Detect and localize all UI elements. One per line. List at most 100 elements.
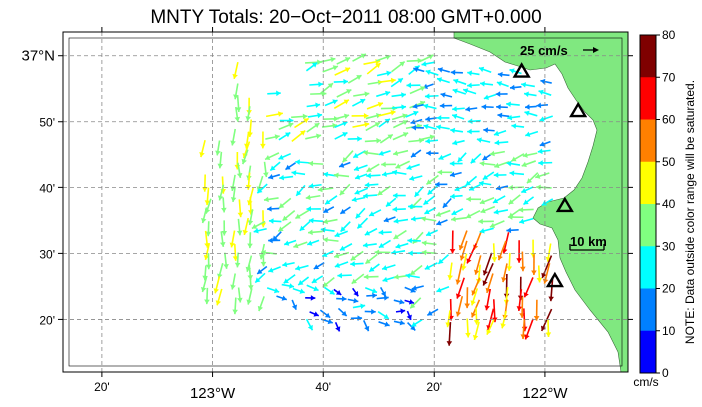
current-vector-head: [427, 310, 433, 316]
current-vector-head: [291, 170, 297, 176]
current-vector-head: [493, 172, 499, 178]
current-vector-head: [350, 261, 355, 267]
current-vector-head: [364, 230, 371, 236]
current-vector-head: [533, 316, 540, 321]
current-vector-head: [436, 287, 442, 293]
current-vector-head: [257, 305, 264, 312]
current-vector-head: [215, 150, 221, 156]
current-vector-head: [399, 319, 405, 326]
scale-bar-label: 10 km: [570, 234, 607, 249]
current-vector-head: [278, 154, 284, 160]
current-vector-head: [346, 89, 352, 95]
current-vector-head: [496, 81, 503, 87]
current-vector-head: [390, 110, 396, 116]
current-vector-head: [522, 152, 528, 158]
current-vector-head: [508, 184, 513, 191]
current-vector-head: [401, 92, 406, 98]
current-vector-head: [296, 190, 302, 196]
current-vector-head: [342, 157, 348, 163]
current-vector-head: [299, 130, 306, 136]
current-vectors: [199, 53, 554, 346]
current-vector-head: [426, 150, 431, 156]
current-vector-head: [436, 115, 442, 121]
current-vector-head: [405, 273, 411, 279]
current-vector-head: [221, 207, 227, 213]
current-vector-head: [494, 162, 500, 169]
current-vector-head: [482, 270, 489, 276]
current-vector-head: [450, 193, 455, 200]
current-vector-head: [424, 93, 430, 100]
colorbar: 80 70 60 50 40 30 20 10 0: [639, 28, 676, 380]
current-vector-head: [308, 217, 314, 224]
current-vector-head: [341, 310, 347, 317]
current-vector-head: [401, 104, 407, 110]
current-vector-head: [384, 118, 390, 124]
current-vector-head: [253, 228, 259, 234]
current-vector-head: [479, 199, 486, 205]
current-vector-head: [426, 179, 432, 185]
current-vector-head: [327, 83, 333, 89]
current-vector-head: [354, 189, 360, 195]
current-vector-head: [402, 113, 408, 119]
current-vector-head: [267, 206, 272, 212]
current-vector-head: [324, 312, 331, 318]
current-vector-head: [495, 91, 501, 97]
current-vector-head: [247, 243, 253, 249]
current-vector-head: [497, 71, 503, 78]
current-vector-head: [308, 160, 314, 167]
current-vector-head: [386, 70, 392, 77]
current-vector-head: [492, 198, 499, 204]
current-vector-head: [524, 110, 530, 117]
current-vector-head: [378, 150, 384, 156]
current-vector-head: [524, 91, 529, 98]
current-vector-head: [237, 212, 244, 218]
current-vector-head: [486, 329, 492, 335]
current-vector-head: [423, 199, 429, 205]
current-vector-head: [536, 277, 543, 283]
current-vector-head: [507, 214, 513, 220]
current-vector-head: [285, 132, 291, 138]
current-vector-head: [205, 264, 212, 270]
current-vector-head: [471, 312, 477, 318]
current-vector-head: [217, 163, 224, 169]
current-vector-head: [360, 53, 366, 59]
current-vector-head: [340, 208, 346, 214]
current-vector-head: [455, 311, 462, 317]
current-vector-head: [263, 172, 269, 178]
current-vector-head: [392, 206, 398, 213]
current-vector-head: [524, 334, 530, 340]
current-vector-head: [232, 73, 238, 79]
current-vector-head: [334, 252, 340, 259]
current-vector-head: [202, 187, 208, 192]
current-vector-head: [425, 69, 431, 75]
current-vector-head: [364, 121, 370, 128]
current-vector-head: [497, 112, 503, 119]
current-vector-head: [540, 78, 546, 85]
current-vector-head: [283, 278, 289, 284]
current-vector-head: [449, 171, 456, 178]
current-vector-head: [383, 217, 389, 223]
current-vector-head: [343, 78, 349, 85]
current-vector-head: [285, 164, 291, 170]
current-vector-head: [375, 63, 381, 69]
current-vector-head: [221, 230, 228, 236]
current-vector-head: [506, 227, 512, 234]
current-vector-head: [310, 295, 316, 301]
current-vector-head: [471, 290, 477, 296]
lon-label: 122°W: [522, 385, 568, 402]
station-icon: [569, 101, 588, 118]
current-vector-head: [530, 252, 536, 258]
current-vector-head: [406, 314, 412, 320]
current-vector-head: [375, 113, 382, 119]
current-vector-head: [392, 192, 398, 199]
current-vector-head: [466, 196, 471, 203]
current-vector-head: [246, 299, 252, 305]
current-vector-head: [436, 124, 442, 131]
colorbar-segment: [640, 35, 656, 78]
current-vector-head: [402, 120, 408, 126]
current-vector-head: [411, 152, 417, 158]
current-vector-head: [317, 112, 323, 119]
current-vector-head: [343, 99, 349, 105]
current-vector-head: [472, 334, 479, 340]
current-vector-head: [426, 231, 432, 237]
